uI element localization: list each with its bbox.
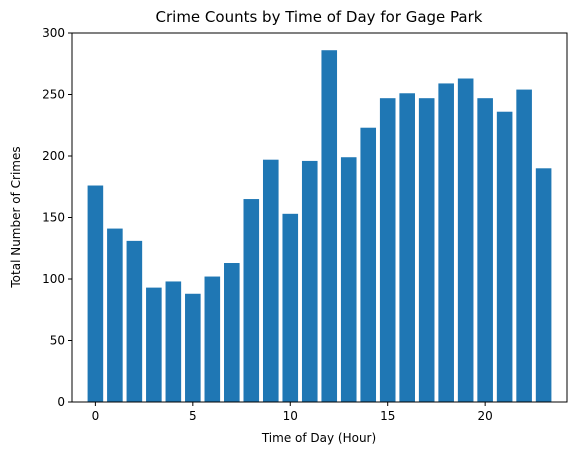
- bar-hour-22: [516, 89, 532, 402]
- y-tick-label: 0: [57, 395, 65, 409]
- bar-hour-14: [360, 127, 377, 403]
- x-tick-label: 10: [283, 409, 298, 423]
- bar-hour-3: [146, 287, 162, 402]
- bar-hour-17: [418, 98, 435, 402]
- bar-hour-9: [262, 159, 279, 402]
- bar-hour-7: [224, 263, 240, 402]
- bar-hour-20: [477, 98, 493, 402]
- x-ticks: 0 5 10 15 20: [92, 402, 493, 423]
- y-tick-label: 250: [42, 88, 65, 102]
- bar-hour-0: [87, 185, 104, 402]
- bar-hour-19: [457, 78, 474, 402]
- x-tick-label: 15: [380, 409, 395, 423]
- plot-frame: [71, 32, 568, 403]
- bar-hour-11: [301, 160, 318, 402]
- chart-title: Crime Counts by Time of Day for Gage Par…: [156, 8, 483, 26]
- bar-hour-13: [340, 157, 357, 402]
- bar-hour-2: [126, 240, 143, 402]
- y-tick-label: 100: [42, 272, 65, 286]
- y-tick-label: 50: [50, 334, 65, 348]
- bar-hour-21: [496, 111, 513, 402]
- x-tick-label: 0: [92, 409, 100, 423]
- bars-group: [87, 50, 552, 403]
- bar-hour-12: [321, 50, 338, 402]
- x-tick-label: 20: [478, 409, 493, 423]
- bar-hour-15: [379, 98, 396, 402]
- bar-hour-10: [282, 213, 299, 402]
- y-axis-label: Total Number of Crimes: [9, 146, 23, 288]
- bar-hour-16: [399, 93, 415, 403]
- x-axis-label: Time of Day (Hour): [261, 431, 376, 445]
- y-tick-label: 150: [42, 211, 65, 225]
- bar-hour-23: [535, 168, 552, 402]
- y-ticks: 0 50 100 150 200 250 300: [42, 26, 72, 409]
- bar-hour-6: [204, 276, 221, 402]
- bar-hour-5: [185, 293, 201, 402]
- y-tick-label: 300: [42, 26, 65, 40]
- bar-hour-8: [243, 199, 260, 402]
- y-tick-label: 200: [42, 149, 65, 163]
- bar-hour-1: [107, 228, 123, 402]
- bar-hour-18: [438, 83, 454, 403]
- bar-hour-4: [165, 281, 182, 402]
- x-tick-label: 5: [189, 409, 197, 423]
